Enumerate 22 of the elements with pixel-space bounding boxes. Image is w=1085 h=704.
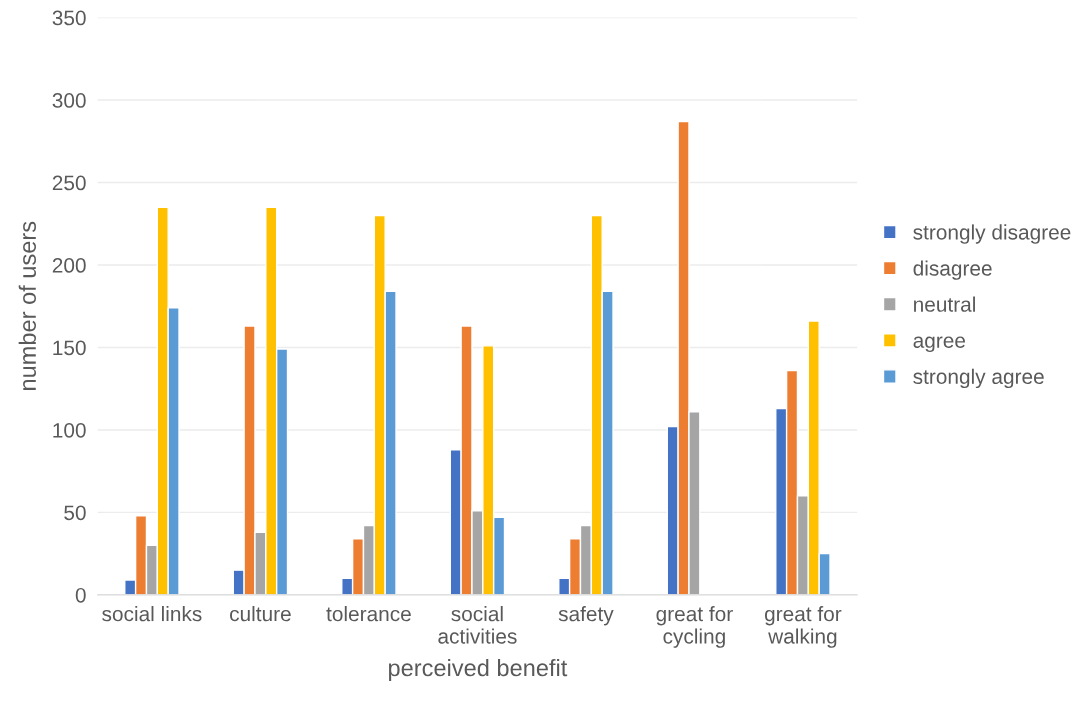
x-tick-label: great for walking [764,606,842,648]
x-tick-label: social links [102,605,202,622]
y-tick-label: 250 [52,175,86,191]
y-tick-label: 150 [53,340,86,356]
legend-label: strongly agree [913,368,1044,389]
legend-label: strongly disagree [913,224,1071,244]
x-tick-label: tolerance [326,605,411,622]
y-tick-label: 100 [53,422,86,438]
x-tick-label: great for cycling [656,606,733,648]
legend-label: agree [913,336,966,353]
y-axis-title: number of users [18,221,37,390]
x-tick-label: safety [558,606,614,626]
y-tick-label: 300 [52,93,86,108]
x-tick-label: social activities [438,605,517,644]
y-tick-label: 50 [64,505,86,521]
y-tick-label: 200 [52,258,86,273]
legend-label: neutral [914,296,975,312]
legend-label: disagree [913,260,992,280]
x-tick-label: culture [230,605,291,622]
y-tick-label: 350 [52,10,86,26]
x-axis-title: perceived benefit [389,658,568,681]
y-tick-label: 0 [75,587,86,603]
